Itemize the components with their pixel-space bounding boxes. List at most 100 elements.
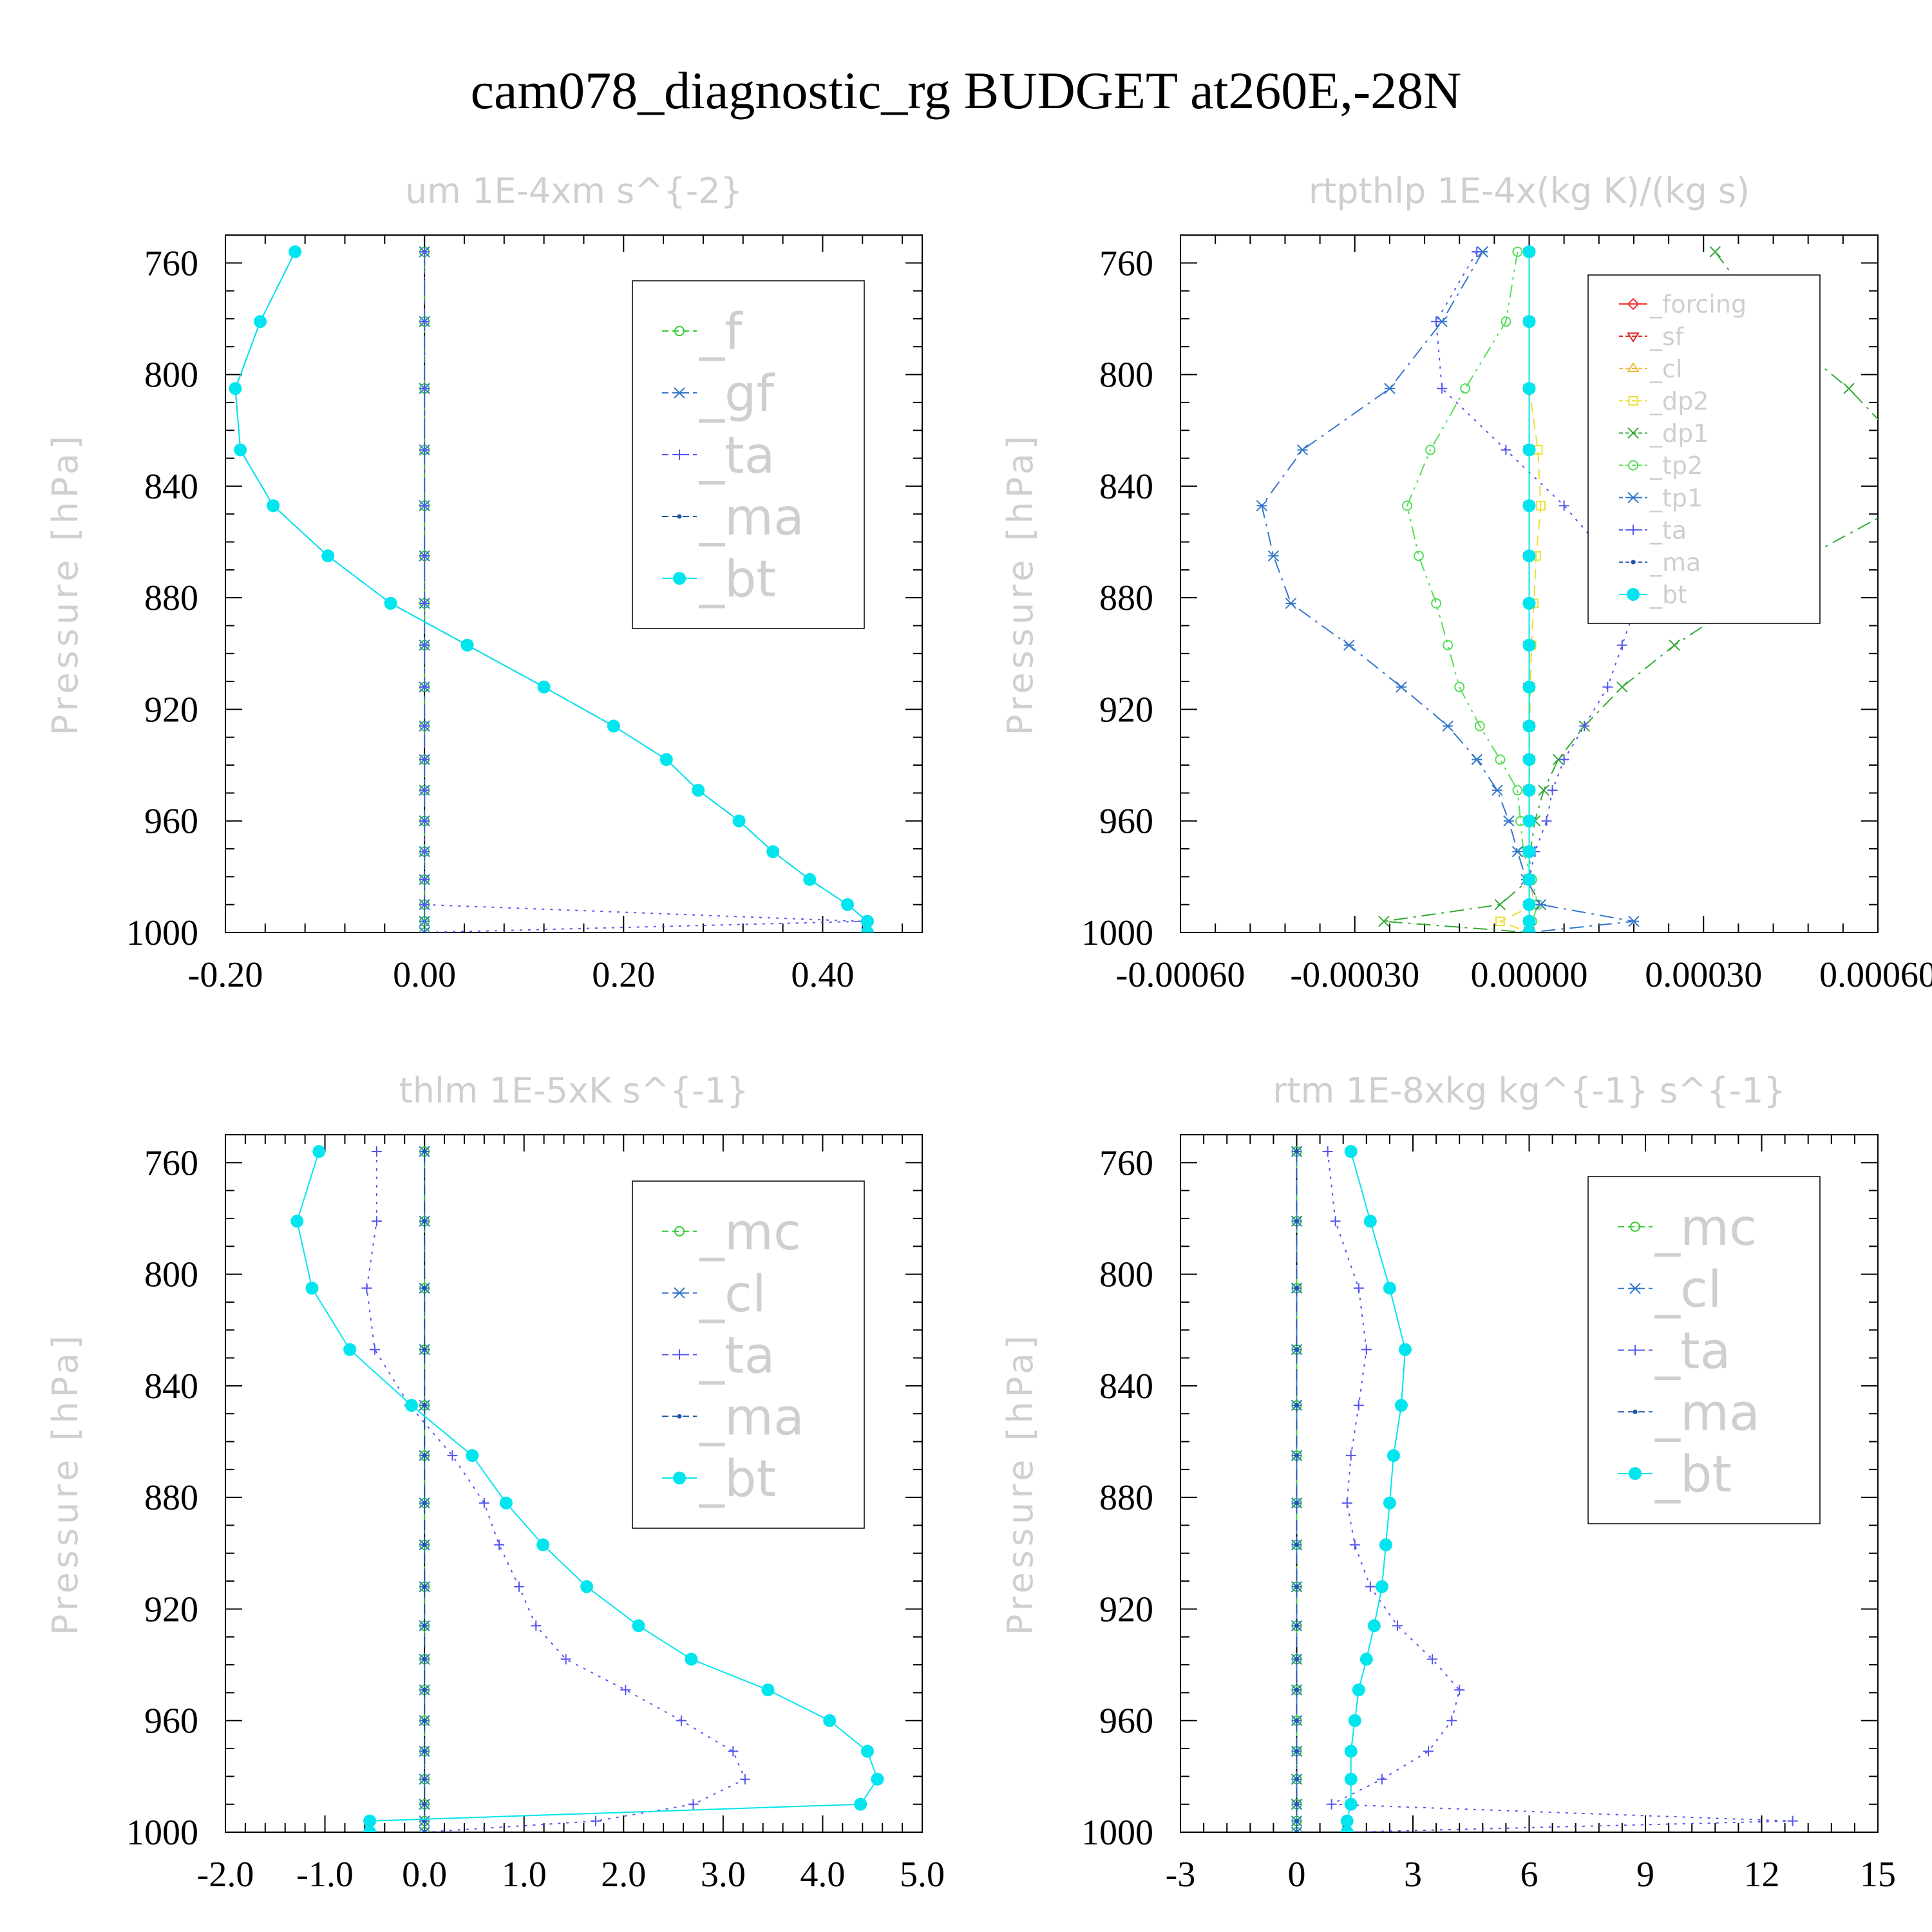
data-point bbox=[1294, 1819, 1299, 1824]
data-point bbox=[1472, 246, 1482, 257]
x-tick-label: 12 bbox=[1744, 1855, 1780, 1895]
chart-panel-3: thlm 1E-5xK s^{-1} Pressure [hPa] 760 800 84… bbox=[45, 1070, 945, 1895]
data-point bbox=[1392, 1620, 1403, 1631]
chart-panel-4: rtm 1E-8xkg kg^{-1} s^{-1} Pressure [hPa]… bbox=[1000, 1070, 1896, 1895]
series-ta bbox=[1322, 1146, 1798, 1832]
data-point bbox=[1398, 1343, 1412, 1356]
data-point bbox=[422, 1285, 427, 1291]
data-point bbox=[419, 316, 430, 327]
data-point bbox=[1843, 383, 1855, 394]
data-point bbox=[1340, 1814, 1354, 1828]
y-tick-label: 800 bbox=[1099, 355, 1153, 395]
data-point bbox=[1522, 845, 1536, 858]
data-point bbox=[1501, 316, 1511, 327]
legend-label: _ta bbox=[699, 427, 775, 485]
x-tick-label: -0.00030 bbox=[1290, 955, 1419, 995]
legend-box bbox=[632, 280, 865, 629]
legend-label: _ta bbox=[1649, 516, 1687, 544]
data-point bbox=[1536, 500, 1546, 511]
data-point bbox=[1322, 1146, 1333, 1157]
data-point bbox=[422, 1584, 427, 1589]
legend-label: _bt bbox=[1649, 581, 1687, 609]
data-point bbox=[1294, 1285, 1299, 1291]
data-point bbox=[1294, 1748, 1299, 1754]
data-point bbox=[1425, 444, 1436, 455]
data-point bbox=[1558, 500, 1569, 511]
x-tick-label: 3 bbox=[1404, 1855, 1422, 1895]
data-point bbox=[1522, 926, 1536, 933]
data-point bbox=[369, 1344, 380, 1355]
data-point bbox=[1394, 1399, 1408, 1412]
data-point bbox=[289, 245, 302, 258]
data-point bbox=[1669, 639, 1680, 651]
data-point bbox=[1340, 1826, 1354, 1832]
data-point bbox=[728, 1746, 739, 1757]
data-point bbox=[1361, 1344, 1372, 1355]
y-tick-label: 920 bbox=[1099, 1589, 1153, 1629]
panel-title: rtm 1E-8xkg kg^{-1} s^{-1} bbox=[1273, 1070, 1786, 1111]
legend-marker bbox=[1628, 460, 1638, 471]
data-point bbox=[1709, 246, 1721, 258]
legend-label: _ma bbox=[699, 1388, 804, 1446]
data-point bbox=[1294, 1718, 1299, 1723]
x-tick-label: 1.0 bbox=[502, 1855, 547, 1895]
data-point bbox=[632, 1619, 645, 1633]
legend: _f_gf_ta_ma_bt bbox=[632, 280, 865, 629]
data-point bbox=[290, 1215, 304, 1228]
data-point bbox=[1495, 754, 1506, 765]
legend-label: _mc bbox=[699, 1204, 801, 1262]
data-point bbox=[419, 899, 430, 910]
y-tick-label: 960 bbox=[1099, 802, 1153, 842]
data-point bbox=[419, 846, 430, 857]
data-point bbox=[1446, 1715, 1457, 1726]
data-point bbox=[361, 1283, 372, 1294]
legend-marker bbox=[1627, 587, 1640, 601]
data-point bbox=[419, 681, 430, 692]
series-bt bbox=[229, 245, 874, 933]
y-tick-label: 760 bbox=[144, 243, 198, 283]
data-point bbox=[1296, 444, 1309, 456]
legend-label: _bt bbox=[1654, 1446, 1732, 1504]
y-tick-label: 800 bbox=[1099, 1255, 1153, 1295]
y-tick-label: 960 bbox=[1099, 1701, 1153, 1741]
data-point bbox=[688, 1799, 699, 1810]
legend-label: _forcing bbox=[1649, 290, 1747, 319]
data-point bbox=[1522, 784, 1536, 797]
data-point bbox=[419, 754, 430, 765]
data-point bbox=[1294, 1802, 1299, 1807]
series-ma bbox=[422, 1149, 427, 1832]
y-tick-label: 1000 bbox=[126, 913, 198, 953]
legend-label: _gf bbox=[699, 365, 775, 423]
x-tick-label: -0.00060 bbox=[1116, 955, 1245, 995]
legend-label: _tp1 bbox=[1649, 484, 1703, 512]
data-point bbox=[531, 1620, 542, 1631]
data-point bbox=[1423, 1746, 1434, 1757]
y-tick-label: 840 bbox=[1099, 467, 1153, 507]
data-point bbox=[1383, 1496, 1396, 1510]
data-point bbox=[1294, 1403, 1299, 1408]
series-line bbox=[1406, 251, 1539, 933]
x-tick-label: 4.0 bbox=[800, 1855, 845, 1895]
data-point bbox=[659, 753, 673, 766]
data-point bbox=[422, 1623, 427, 1628]
data-point bbox=[1442, 720, 1454, 732]
data-point bbox=[422, 1149, 427, 1154]
data-point bbox=[494, 1539, 505, 1550]
data-point bbox=[460, 638, 474, 652]
data-point bbox=[1431, 598, 1442, 609]
data-point bbox=[1294, 1453, 1299, 1458]
data-point bbox=[536, 1538, 550, 1551]
legend-marker bbox=[1627, 491, 1639, 504]
data-point bbox=[1344, 1772, 1358, 1786]
data-point bbox=[560, 1654, 571, 1665]
data-point bbox=[732, 814, 746, 828]
legend-marker bbox=[677, 1414, 682, 1419]
series-dp2 bbox=[1495, 247, 1546, 933]
series-line bbox=[366, 1151, 746, 1832]
y-axis-title: Pressure [hPa] bbox=[1000, 1332, 1041, 1635]
plot-frame bbox=[225, 1134, 923, 1833]
data-point bbox=[422, 1453, 427, 1458]
legend-box bbox=[1587, 1176, 1821, 1524]
x-tick-label: 3.0 bbox=[701, 1855, 746, 1895]
data-point bbox=[1353, 1400, 1364, 1411]
